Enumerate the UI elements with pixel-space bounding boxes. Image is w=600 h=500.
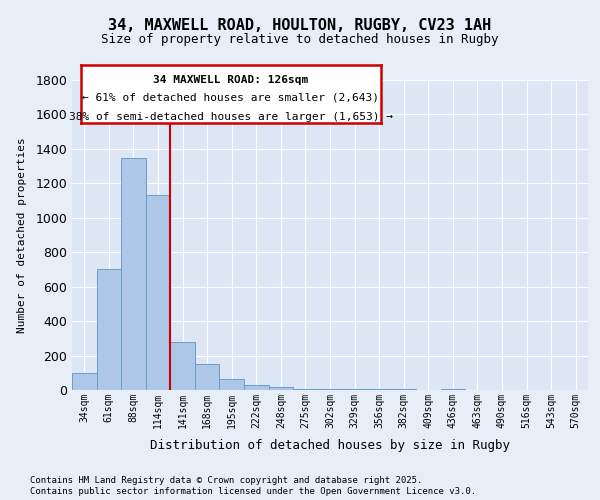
Bar: [220, 379, 244, 390]
Text: 38% of semi-detached houses are larger (1,653) →: 38% of semi-detached houses are larger (…: [69, 112, 393, 122]
Bar: [121, 158, 146, 390]
Bar: [318, 389, 342, 390]
Text: Contains public sector information licensed under the Open Government Licence v3: Contains public sector information licen…: [30, 488, 476, 496]
Bar: [72, 373, 97, 390]
Bar: [293, 388, 318, 390]
Text: 34 MAXWELL ROAD: 126sqm: 34 MAXWELL ROAD: 126sqm: [154, 76, 308, 86]
Bar: [195, 364, 220, 390]
Text: 34, MAXWELL ROAD, HOULTON, RUGBY, CV23 1AH: 34, MAXWELL ROAD, HOULTON, RUGBY, CV23 1…: [109, 18, 491, 32]
Bar: [146, 196, 170, 390]
Bar: [170, 342, 195, 390]
Bar: [244, 385, 269, 390]
Y-axis label: Number of detached properties: Number of detached properties: [17, 137, 27, 333]
Bar: [269, 386, 293, 390]
Bar: [342, 389, 367, 390]
Bar: [440, 388, 465, 390]
Bar: [97, 270, 121, 390]
Text: Size of property relative to detached houses in Rugby: Size of property relative to detached ho…: [101, 32, 499, 46]
Text: ← 61% of detached houses are smaller (2,643): ← 61% of detached houses are smaller (2,…: [83, 92, 380, 102]
X-axis label: Distribution of detached houses by size in Rugby: Distribution of detached houses by size …: [150, 439, 510, 452]
Text: Contains HM Land Registry data © Crown copyright and database right 2025.: Contains HM Land Registry data © Crown c…: [30, 476, 422, 485]
